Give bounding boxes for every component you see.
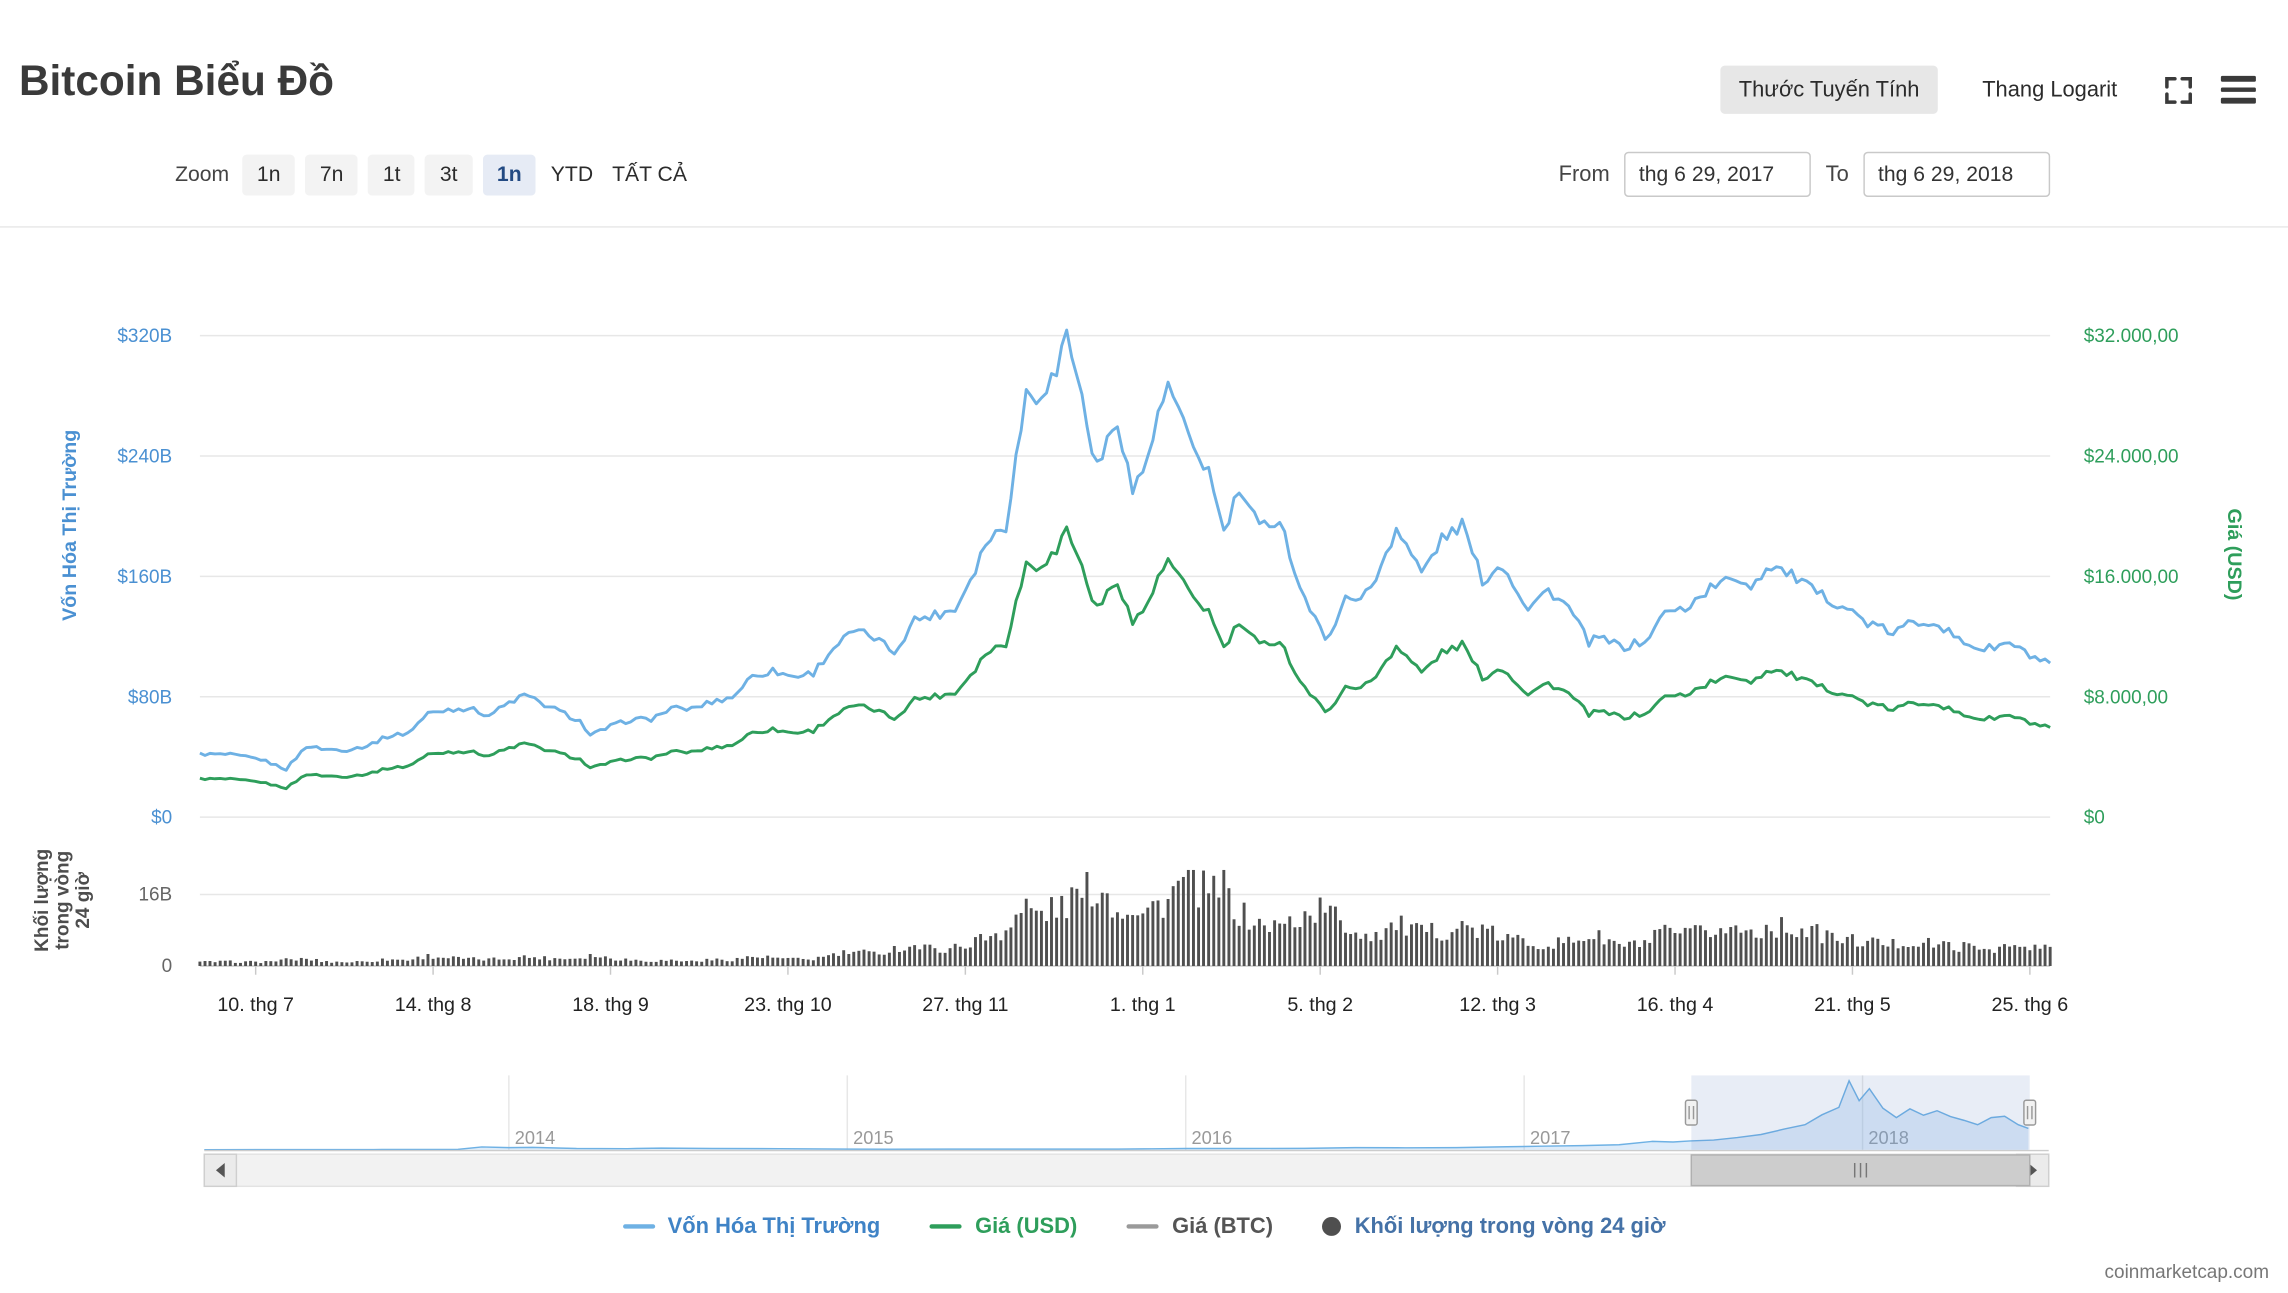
svg-text:0: 0 [162, 956, 173, 977]
volume-axis-labels: 0 16B [138, 884, 172, 977]
gridlines [199, 334, 2051, 967]
price-btc-swatch-icon [1126, 1224, 1159, 1229]
zoom-button-1-7n[interactable]: 7n [305, 154, 359, 196]
legend-label: Khối lượng trong vòng 24 giờ [1354, 1214, 1666, 1239]
market-cap-swatch-icon [622, 1224, 655, 1229]
svg-text:$80B: $80B [128, 687, 172, 708]
svg-text:18. thg 9: 18. thg 9 [572, 994, 649, 1016]
watermark: coinmarketcap.com [2104, 1260, 2270, 1283]
fullscreen-icon[interactable] [2161, 72, 2196, 107]
from-date-input[interactable] [1624, 151, 1812, 197]
svg-text:$0: $0 [2084, 808, 2105, 829]
svg-text:2015: 2015 [853, 1127, 894, 1148]
svg-text:12. thg 3: 12. thg 3 [1459, 994, 1536, 1016]
zoom-button-2-1t[interactable]: 1t [368, 154, 416, 196]
price-usd-swatch-icon [929, 1224, 962, 1229]
x-axis-labels: 10. thg 7 14. thg 8 18. thg 9 23. thg 10 27.… [217, 965, 2069, 1016]
navigator-handle-right[interactable] [2023, 1099, 2037, 1126]
toolbar-divider [0, 226, 2288, 228]
page-title: Bitcoin Biểu Đồ [18, 58, 334, 106]
svg-text:2018: 2018 [1868, 1127, 1909, 1148]
main-chart[interactable]: 10. thg 7 14. thg 8 18. thg 9 23. thg 10 27.… [0, 233, 2288, 1028]
zoom-button-0-1n[interactable]: 1n [242, 154, 296, 196]
legend-item-price-usd[interactable]: Giá (USD) [929, 1214, 1078, 1239]
navigator-area [204, 1080, 2029, 1150]
svg-text:23. thg 10: 23. thg 10 [744, 994, 832, 1016]
svg-text:$32.000,00: $32.000,00 [2084, 326, 2179, 347]
market-cap-line [199, 328, 2052, 772]
from-label: From [1558, 161, 1610, 187]
legend-label: Vốn Hóa Thị Trường [667, 1214, 881, 1239]
svg-text:Khối lượng: Khối lượng [32, 849, 53, 952]
scrollbar-left-arrow-icon [215, 1162, 225, 1178]
svg-text:27. thg 11: 27. thg 11 [922, 994, 1008, 1016]
navigator-selection[interactable] [1691, 1075, 2030, 1150]
zoom-button-5-ytd[interactable]: YTD [550, 163, 594, 187]
legend-label: Giá (BTC) [1172, 1214, 1274, 1239]
left-axis-labels: $0 $80B $160B $240B $320B [117, 326, 172, 829]
svg-text:Vốn Hóa Thị Trường: Vốn Hóa Thị Trường [59, 430, 81, 621]
right-axis-labels: $0 $8.000,00 $16.000,00 $24.000,00 $32.000,0… [2084, 326, 2179, 829]
svg-text:2016: 2016 [1192, 1127, 1233, 1148]
date-range-controls: From To [1558, 151, 2051, 197]
svg-text:$240B: $240B [117, 447, 172, 468]
svg-text:10. thg 7: 10. thg 7 [217, 994, 294, 1016]
zoom-button-6-tất-cả[interactable]: TẤT CẢ [612, 163, 687, 187]
menu-icon[interactable] [2220, 76, 2256, 104]
svg-text:$8.000,00: $8.000,00 [2084, 687, 2168, 708]
svg-text:$24.000,00: $24.000,00 [2084, 447, 2179, 468]
zoom-button-3-3t[interactable]: 3t [425, 154, 473, 196]
navigator-handle-left[interactable] [1684, 1099, 1698, 1126]
svg-text:$320B: $320B [117, 326, 172, 347]
navigator[interactable]: 2014 2015 2016 2017 2018 [0, 1065, 2288, 1189]
svg-text:1. thg 1: 1. thg 1 [1110, 994, 1176, 1016]
scale-controls: Thước Tuyến Tính Thang Logarit [1719, 65, 2256, 114]
to-label: To [1825, 161, 1849, 187]
svg-text:trong vòng: trong vòng [53, 851, 74, 950]
navigator-year-grid: 2014 2015 2016 2017 2018 [508, 1075, 1909, 1150]
volume-bars [198, 869, 2052, 966]
svg-text:$16.000,00: $16.000,00 [2084, 567, 2179, 588]
svg-text:5. thg 2: 5. thg 2 [1287, 994, 1353, 1016]
legend-label: Giá (USD) [975, 1214, 1078, 1239]
svg-text:25. thg 6: 25. thg 6 [1992, 994, 2069, 1016]
svg-text:24 giờ: 24 giờ [73, 871, 94, 928]
svg-text:Giá (USD): Giá (USD) [2223, 509, 2245, 601]
volume-swatch-icon [1322, 1216, 1342, 1236]
svg-text:2014: 2014 [515, 1127, 556, 1148]
svg-text:21. thg 5: 21. thg 5 [1814, 994, 1891, 1016]
svg-text:16. thg 4: 16. thg 4 [1637, 994, 1714, 1016]
svg-text:$0: $0 [151, 808, 172, 829]
zoom-button-4-1n[interactable]: 1n [482, 154, 537, 196]
zoom-label: Zoom [175, 163, 230, 187]
to-date-input[interactable] [1863, 151, 2051, 197]
legend-item-price-btc[interactable]: Giá (BTC) [1126, 1214, 1274, 1239]
svg-text:$160B: $160B [117, 567, 172, 588]
svg-text:16B: 16B [138, 884, 172, 905]
legend: Vốn Hóa Thị Trường Giá (USD) Giá (BTC) Khối… [0, 1214, 2288, 1239]
zoom-toolbar: Zoom 1n 7n 1t 3t 1n YTD TẤT CẢ [175, 154, 691, 196]
svg-text:14. thg 8: 14. thg 8 [395, 994, 472, 1016]
svg-text:2017: 2017 [1530, 1127, 1571, 1148]
legend-item-volume[interactable]: Khối lượng trong vòng 24 giờ [1322, 1214, 1666, 1239]
zoom-buttons: 1n 7n 1t 3t 1n YTD TẤT CẢ [242, 154, 691, 196]
legend-item-market-cap[interactable]: Vốn Hóa Thị Trường [622, 1214, 880, 1239]
linear-scale-button[interactable]: Thước Tuyến Tính [1719, 65, 1939, 114]
axis-titles: Vốn Hóa Thị Trường Giá (USD) Khối lượng tro… [32, 430, 2245, 952]
price-usd-line [199, 525, 2051, 791]
navigator-line [204, 1079, 2029, 1151]
log-scale-button[interactable]: Thang Logarit [1982, 77, 2118, 103]
